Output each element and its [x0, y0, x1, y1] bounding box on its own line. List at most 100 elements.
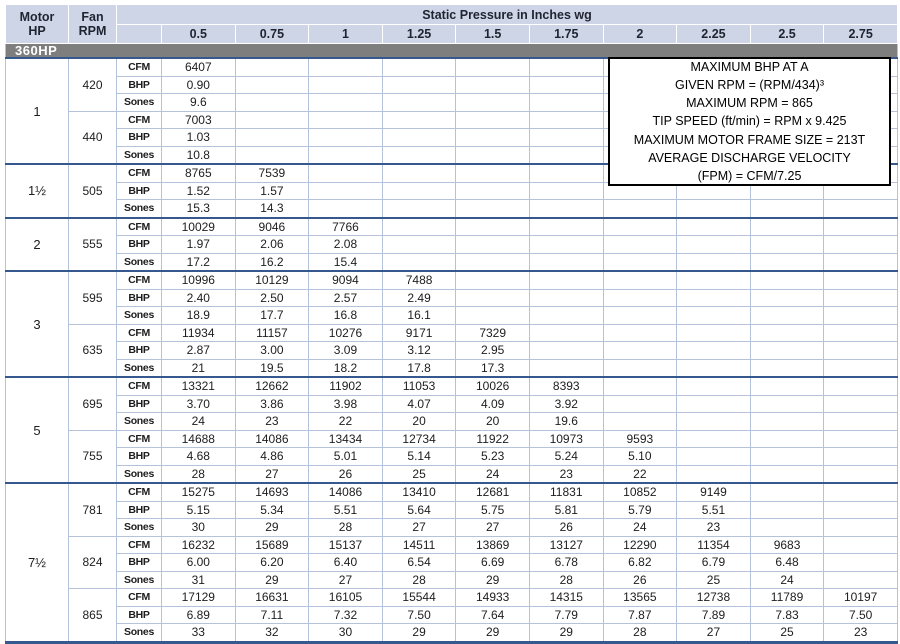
- fan-rpm-header: Fan RPM: [68, 4, 117, 44]
- static-pressure-header: Static Pressure in Inches wg: [116, 4, 898, 25]
- value-cell: [308, 57, 383, 77]
- fan-rpm-line2: RPM: [78, 24, 107, 38]
- value-cell: [676, 394, 751, 413]
- value-cell: [676, 235, 751, 254]
- value-cell: 11053: [381, 376, 457, 396]
- value-cell: 5.34: [234, 500, 310, 519]
- data-row: BHP 2.87 3.00 3.09 3.12 2.95: [6, 341, 898, 360]
- value-cell: 17.7: [234, 306, 310, 325]
- value-cell: [676, 323, 751, 342]
- value-cell: [823, 535, 898, 554]
- data-row: 755 CFM 14688 14086 13434 12734 11922 10973 9593: [6, 429, 898, 484]
- metric-label: CFM: [116, 429, 162, 448]
- value-cell: 2.49: [381, 288, 457, 307]
- value-cell: 9149: [676, 482, 751, 502]
- value-cell: 23: [234, 412, 310, 431]
- value-cell: 29: [528, 623, 604, 643]
- value-cell: [234, 93, 310, 112]
- data-row: Sones 24 23 22 20 20 19.6: [6, 412, 898, 431]
- metric-label: BHP: [116, 553, 162, 572]
- value-cell: 6.20: [234, 553, 310, 572]
- pressure-col-header: 2.25: [676, 24, 751, 44]
- value-cell: [823, 216, 898, 236]
- pressure-col-header: 0.5: [161, 24, 236, 44]
- value-cell: 15275: [161, 482, 236, 502]
- info-box-line: MAXIMUM RPM = 865: [686, 96, 813, 111]
- value-cell: [823, 288, 898, 307]
- metric-label: Sones: [116, 199, 162, 218]
- value-cell: 12734: [381, 429, 457, 448]
- value-cell: [823, 570, 898, 589]
- value-cell: 23: [676, 518, 751, 537]
- metric-label: CFM: [116, 110, 162, 129]
- value-cell: [602, 288, 678, 307]
- value-cell: 18.2: [308, 358, 383, 378]
- value-cell: 2.08: [308, 235, 383, 254]
- value-cell: [455, 199, 530, 218]
- value-cell: 26: [308, 464, 383, 484]
- value-cell: 3.98: [308, 394, 383, 413]
- value-cell: [455, 57, 530, 77]
- value-cell: 16631: [234, 588, 310, 607]
- value-cell: [749, 518, 825, 537]
- value-cell: 27: [381, 518, 457, 537]
- value-cell: 5.51: [308, 500, 383, 519]
- value-cell: 10276: [308, 323, 383, 342]
- table-header: Motor HP Fan RPM Static Pressure in Inch…: [5, 4, 898, 44]
- value-cell: 25: [381, 464, 457, 484]
- metric-label: Sones: [116, 623, 162, 643]
- metric-label: CFM: [116, 482, 162, 502]
- value-cell: 0.90: [161, 75, 236, 94]
- value-cell: 15137: [308, 535, 383, 554]
- value-cell: 11354: [676, 535, 751, 554]
- value-cell: 1.52: [161, 181, 236, 200]
- value-cell: 4.68: [161, 447, 236, 466]
- value-cell: [676, 376, 751, 396]
- value-cell: 23: [528, 464, 604, 484]
- metric-label: Sones: [116, 464, 162, 484]
- value-cell: [676, 412, 751, 431]
- value-cell: [749, 199, 825, 218]
- data-row: Sones 17.2 16.2 15.4: [6, 252, 898, 272]
- data-row: BHP 4.68 4.86 5.01 5.14 5.23 5.24 5.10: [6, 447, 898, 466]
- value-cell: 29: [455, 570, 530, 589]
- value-cell: 16.1: [381, 306, 457, 325]
- value-cell: [528, 163, 604, 183]
- value-cell: [749, 464, 825, 484]
- value-cell: [602, 412, 678, 431]
- value-cell: [455, 75, 530, 94]
- value-cell: 17.2: [161, 252, 236, 272]
- value-cell: [823, 394, 898, 413]
- value-cell: [749, 500, 825, 519]
- metric-label: CFM: [116, 57, 162, 77]
- value-cell: [308, 75, 383, 94]
- value-cell: 11157: [234, 323, 310, 342]
- value-cell: [823, 500, 898, 519]
- value-cell: 2.95: [455, 341, 530, 360]
- value-cell: 29: [234, 570, 310, 589]
- value-cell: 7329: [455, 323, 530, 342]
- value-cell: 3.70: [161, 394, 236, 413]
- formulas-info-box: MAXIMUM BHP AT A GIVEN RPM = (RPM/434)³ MA…: [608, 57, 891, 186]
- value-cell: 17.8: [381, 358, 457, 378]
- value-cell: 25: [749, 623, 825, 643]
- value-cell: 13434: [308, 429, 383, 448]
- value-cell: 10852: [602, 482, 678, 502]
- data-row: 3 595 CFM 10996 10129 9094 7488: [5, 270, 898, 378]
- value-cell: 17129: [161, 588, 236, 607]
- value-cell: 5.75: [455, 500, 530, 519]
- value-cell: 13410: [381, 482, 457, 502]
- value-cell: [676, 358, 751, 378]
- value-cell: 7488: [381, 270, 457, 290]
- value-cell: 5.10: [602, 447, 678, 466]
- value-cell: 7.79: [528, 605, 604, 624]
- value-cell: [528, 235, 604, 254]
- value-cell: 7.89: [676, 605, 751, 624]
- value-cell: 2.50: [234, 288, 310, 307]
- data-row: BHP 5.15 5.34 5.51 5.64 5.75 5.81 5.79 5.51: [6, 500, 898, 519]
- metric-label: Sones: [116, 145, 162, 165]
- value-cell: [455, 128, 530, 147]
- motor-hp-cell: 1: [5, 57, 69, 165]
- info-box-line: (FPM) = CFM/7.25: [697, 169, 802, 184]
- value-cell: [823, 376, 898, 396]
